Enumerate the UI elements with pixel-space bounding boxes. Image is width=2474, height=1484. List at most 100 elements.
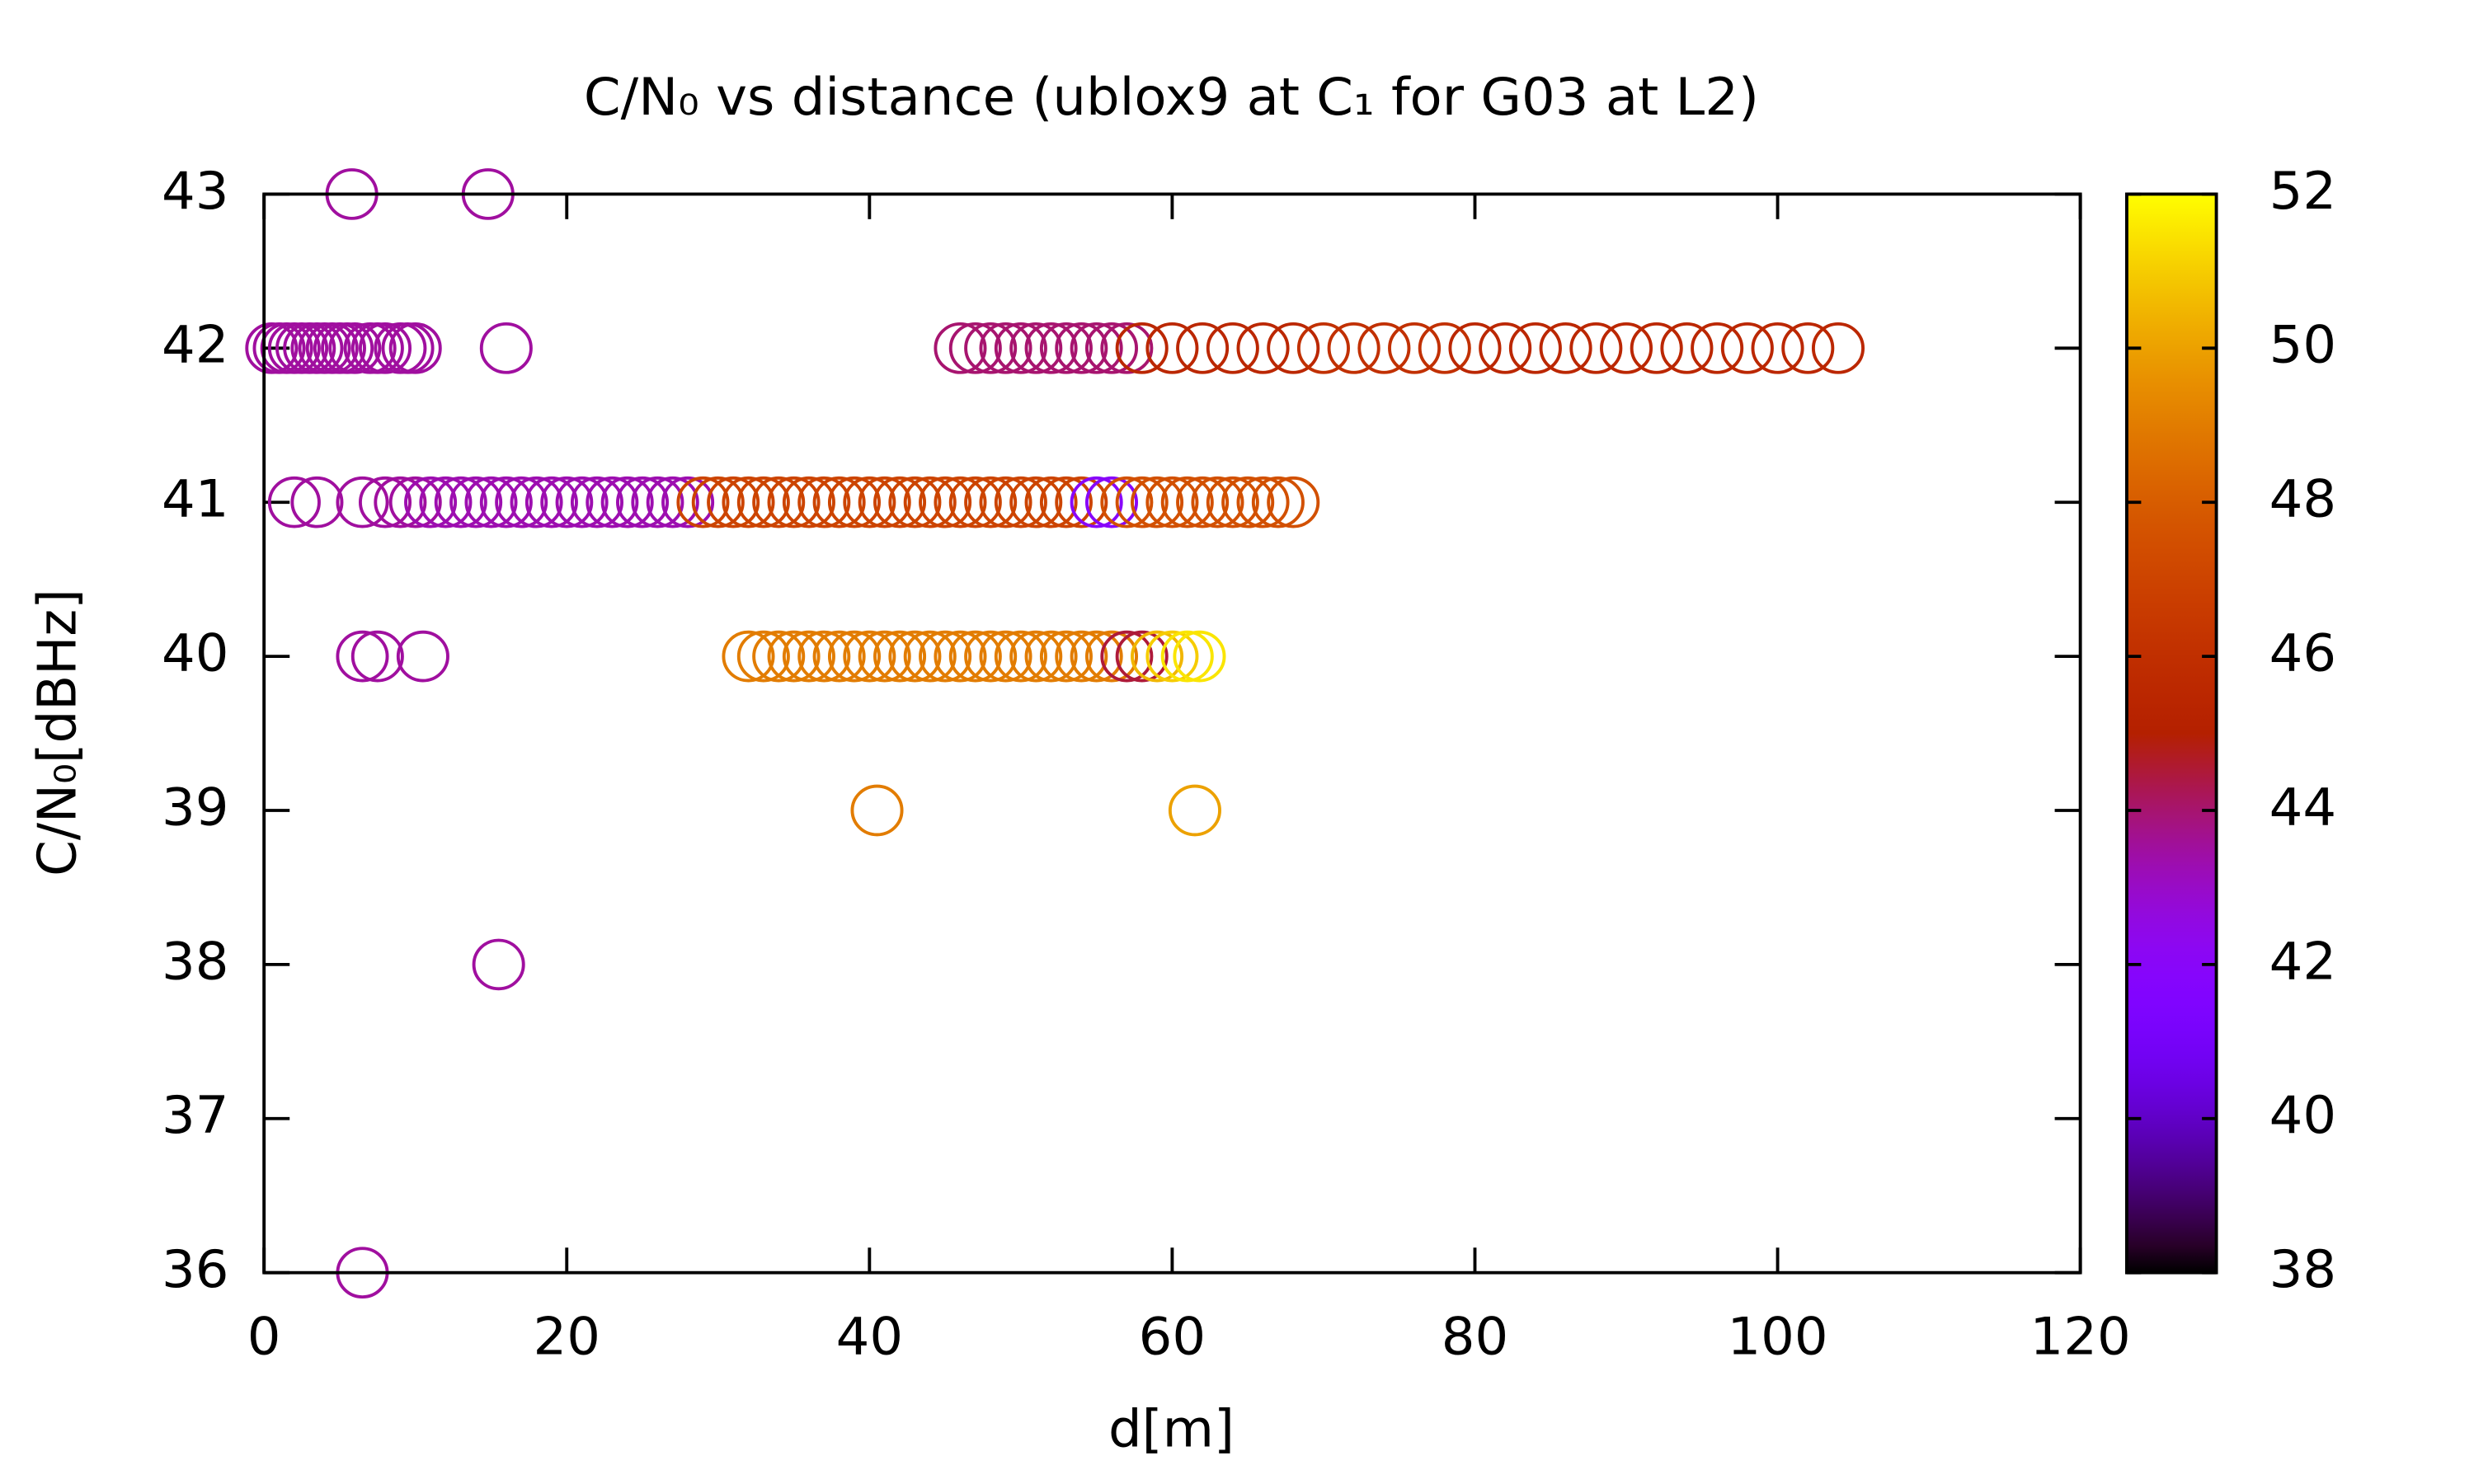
point — [1131, 476, 1184, 528]
point — [510, 476, 563, 528]
point — [1039, 322, 1093, 374]
point — [919, 630, 972, 683]
points — [245, 168, 1865, 1298]
point — [1055, 322, 1108, 374]
point — [1100, 476, 1154, 528]
point — [827, 630, 881, 683]
point — [722, 476, 775, 528]
point — [1070, 630, 1123, 683]
point — [1630, 322, 1683, 374]
point — [827, 476, 881, 528]
point — [812, 630, 866, 683]
point — [843, 476, 896, 528]
point — [888, 630, 942, 683]
point — [1131, 630, 1184, 683]
y-tick-label: 37 — [162, 1085, 228, 1145]
point — [934, 322, 987, 374]
point — [1115, 322, 1169, 374]
point — [1600, 322, 1653, 374]
point — [979, 476, 1032, 528]
point — [1024, 322, 1078, 374]
point — [555, 476, 609, 528]
point — [374, 476, 427, 528]
y-tick-label: 42 — [162, 314, 228, 374]
point — [948, 322, 1002, 374]
point — [1206, 476, 1259, 528]
point — [850, 784, 904, 837]
y-tick-label: 41 — [162, 468, 228, 528]
point — [336, 476, 389, 528]
point — [1176, 322, 1230, 374]
point — [1418, 322, 1471, 374]
x-axis-label: d[m] — [1108, 1398, 1235, 1458]
colorbar-tick-label: 48 — [2269, 468, 2336, 528]
point — [1781, 322, 1835, 374]
point — [843, 630, 896, 683]
point — [948, 630, 1002, 683]
point — [396, 630, 449, 683]
point — [903, 476, 957, 528]
point — [1145, 630, 1199, 683]
point — [994, 476, 1047, 528]
point — [812, 476, 866, 528]
point — [1084, 322, 1139, 374]
y-tick-label: 43 — [162, 160, 228, 220]
point — [797, 476, 851, 528]
colorbar-tick-label: 44 — [2269, 777, 2336, 837]
point — [1267, 322, 1320, 374]
point — [722, 630, 775, 683]
point — [1357, 322, 1411, 374]
point — [434, 476, 487, 528]
colorbar-tick-label: 52 — [2269, 160, 2336, 220]
point — [661, 476, 715, 528]
point — [1176, 476, 1230, 528]
point — [336, 630, 389, 683]
chart-title: C/N₀ vs distance (ublox9 at C₁ for G03 a… — [584, 67, 1759, 127]
point — [736, 630, 790, 683]
point — [464, 476, 518, 528]
point — [646, 476, 699, 528]
colorbar-tick-label: 42 — [2269, 931, 2336, 991]
point — [449, 476, 503, 528]
point — [948, 476, 1002, 528]
point — [1811, 322, 1865, 374]
point — [752, 476, 806, 528]
x-tick-label: 20 — [534, 1306, 600, 1366]
colorbar-tick-label: 40 — [2269, 1085, 2336, 1145]
point — [767, 630, 821, 683]
colorbar-tick-label: 46 — [2269, 622, 2336, 683]
point — [328, 322, 382, 374]
point — [586, 476, 639, 528]
point — [540, 476, 594, 528]
point — [707, 476, 760, 528]
point — [934, 476, 987, 528]
x-tick-label: 60 — [1139, 1306, 1206, 1366]
plot-frame — [262, 192, 2082, 1275]
point — [1100, 322, 1154, 374]
point — [752, 630, 806, 683]
point — [903, 630, 957, 683]
point — [570, 476, 623, 528]
point — [419, 476, 473, 528]
point — [1070, 476, 1123, 528]
point — [979, 630, 1032, 683]
point — [1539, 322, 1592, 374]
point — [1191, 476, 1244, 528]
point — [1055, 476, 1108, 528]
colorbar-frame — [2124, 192, 2218, 1275]
point — [358, 476, 412, 528]
point — [1145, 476, 1199, 528]
point — [495, 476, 548, 528]
point — [1115, 630, 1169, 683]
point — [736, 476, 790, 528]
point — [964, 630, 1018, 683]
point — [1039, 476, 1093, 528]
point — [1024, 630, 1078, 683]
point — [1024, 476, 1078, 528]
point — [1660, 322, 1714, 374]
point — [979, 322, 1032, 374]
point — [388, 476, 442, 528]
point — [290, 476, 344, 528]
point — [1327, 322, 1380, 374]
